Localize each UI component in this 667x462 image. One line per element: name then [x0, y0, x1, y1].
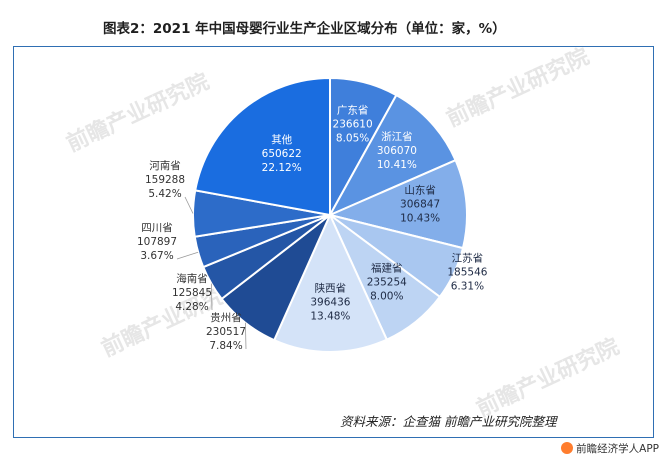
slice-label-name: 山东省 — [404, 183, 436, 196]
leader-line-贵州省 — [245, 322, 247, 350]
leader-line-四川省 — [176, 251, 199, 260]
slice-label-percent: 4.28% — [175, 301, 208, 313]
brand-name: 前瞻经济学人APP — [576, 443, 659, 455]
slice-label-value: 236610 — [333, 119, 373, 131]
slice-label-percent: 10.43% — [400, 212, 440, 224]
slice-label-name: 江苏省 — [452, 251, 484, 264]
slice-label-value: 185546 — [447, 266, 487, 278]
slice-label-value: 230517 — [206, 326, 246, 338]
chart-title: 图表2：2021 年中国母婴行业生产企业区域分布（单位：家，%） — [103, 21, 506, 37]
slice-label-value: 396436 — [310, 296, 350, 308]
brand-logo-icon — [561, 442, 574, 454]
slice-label-percent: 6.31% — [451, 280, 484, 292]
slice-label-percent: 8.05% — [336, 133, 369, 145]
slice-label-value: 235254 — [367, 276, 407, 288]
slice-label-name: 贵州省 — [210, 311, 242, 324]
slice-label-percent: 13.48% — [310, 310, 350, 322]
slice-label-percent: 10.41% — [377, 159, 417, 171]
slice-label-name: 广东省 — [337, 104, 369, 117]
leader-line-河南省 — [184, 196, 194, 214]
pie-slice-陕西省 — [272, 212, 389, 354]
brand-footer: 前瞻经济学人APP — [561, 441, 659, 456]
slice-label-name: 浙江省 — [381, 130, 413, 143]
slice-label-name: 海南省 — [176, 272, 208, 285]
slice-label-percent: 22.12% — [262, 162, 302, 174]
chart-frame — [13, 46, 654, 438]
leader-line-海南省 — [211, 283, 213, 311]
slice-label-value: 650622 — [262, 148, 302, 160]
slice-label-name: 陕西省 — [315, 281, 347, 294]
source-note: 资料来源：企查猫 前瞻产业研究院整理 — [340, 414, 557, 429]
slice-label-value: 125845 — [172, 287, 212, 299]
slice-label-name: 河南省 — [149, 159, 181, 172]
slice-label-percent: 7.84% — [209, 340, 242, 352]
slice-label-name: 福建省 — [371, 261, 403, 274]
slice-label-name: 其他 — [271, 133, 292, 146]
slice-label-value: 107897 — [137, 236, 177, 248]
pie-slice-浙江省 — [327, 93, 457, 218]
slice-label-value: 306070 — [377, 145, 417, 157]
slice-label-percent: 8.00% — [370, 290, 403, 302]
slice-label-percent: 3.67% — [140, 250, 173, 262]
slice-label-name: 四川省 — [141, 221, 173, 234]
slice-label-value: 159288 — [145, 174, 185, 186]
pie-slice-其他 — [194, 76, 331, 217]
slice-label-value: 306847 — [400, 198, 440, 210]
slice-label-percent: 5.42% — [148, 188, 181, 200]
pie-slice-山东省 — [326, 158, 468, 250]
